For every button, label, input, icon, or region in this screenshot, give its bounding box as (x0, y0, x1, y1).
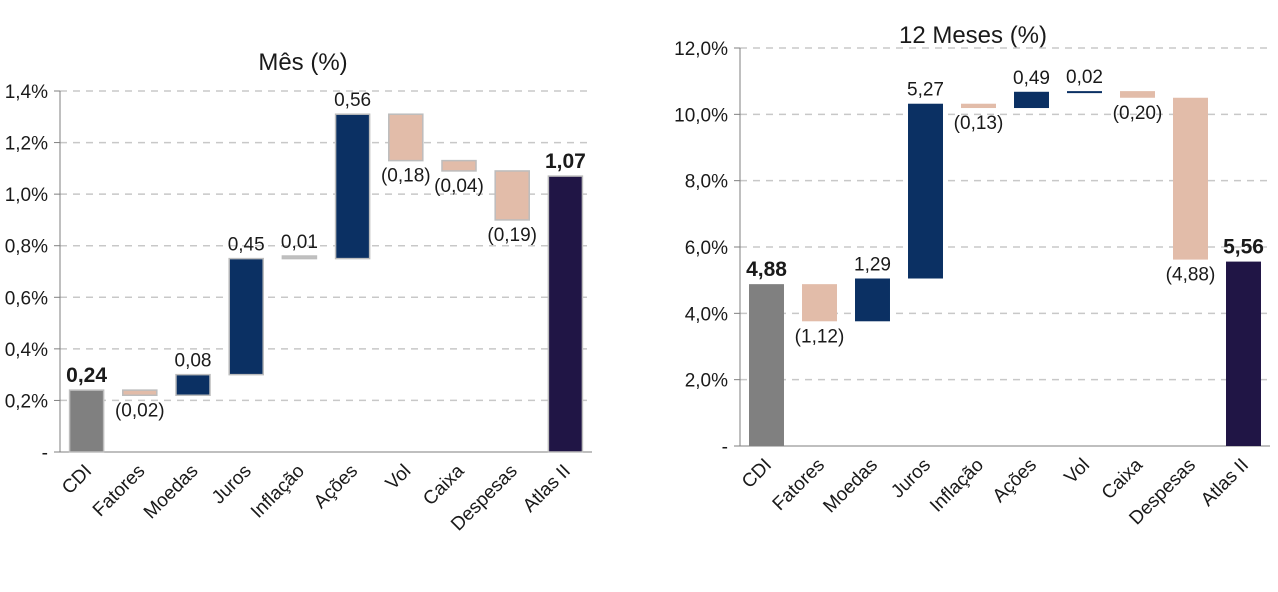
x-tick-label: Moedas (819, 455, 882, 518)
x-tick-label: Caixa (1098, 454, 1148, 504)
y-tick-label: 0,8% (5, 237, 48, 258)
data-label: (0,02) (115, 400, 165, 421)
bar-vol (1067, 91, 1102, 94)
data-label: (0,04) (434, 176, 484, 197)
x-tick-label: Ações (989, 455, 1041, 507)
bar-despesas (1173, 97, 1208, 260)
data-label: (0,13) (954, 113, 1004, 134)
x-tick-label: Juros (208, 461, 256, 509)
x-tick-label: Inflação (926, 455, 988, 517)
x-tick-label: CDI (58, 461, 96, 499)
y-tick-label: 12,0% (674, 39, 728, 60)
bar-ações (1014, 91, 1049, 109)
x-tick-label: Juros (887, 455, 935, 503)
bar-ações (334, 113, 371, 260)
chart-title: 12 Meses (%) (899, 22, 1047, 49)
bar-inflação (281, 255, 318, 260)
data-label: (0,19) (487, 225, 537, 246)
data-label: 0,45 (228, 235, 265, 256)
bar-cdi (749, 284, 784, 446)
y-tick-label: 4,0% (685, 304, 728, 325)
y-tick-label: 1,4% (5, 82, 48, 103)
x-tick-label: Moedas (140, 461, 203, 524)
bar-inflação (961, 103, 996, 109)
bar-atlas ii (1226, 261, 1261, 446)
x-tick-label: Fatores (89, 461, 149, 521)
y-tick-label: 0,6% (5, 288, 48, 309)
data-label: 0,56 (334, 90, 371, 111)
bar-juros (228, 257, 264, 376)
data-label: (0,20) (1113, 103, 1163, 124)
x-tick-label: Atlas II (519, 461, 575, 517)
bar-juros (908, 103, 943, 279)
y-tick-label: - (722, 437, 728, 458)
data-label: 0,08 (175, 351, 212, 372)
bar-atlas ii (547, 175, 584, 453)
y-tick-label: 2,0% (685, 371, 728, 392)
data-label: (0,18) (381, 166, 431, 187)
x-tick-label: Vol (1061, 455, 1095, 489)
data-label: 1,29 (854, 255, 891, 276)
monthly-chart-svg: Mês (%) - 0,2% 0,4% 0,6% 0,8% 1,0% 1,2% 1,4% 0,24… (5, 49, 592, 535)
x-tick-label: Ações (310, 461, 362, 513)
y-tick-label: - (42, 443, 48, 464)
bar-vol (388, 113, 424, 162)
y-tick-label: 0,4% (5, 340, 48, 361)
x-tick-label: Inflação (247, 461, 309, 523)
data-label: 4,88 (746, 258, 787, 281)
data-label: 1,07 (545, 150, 586, 173)
x-tick-label: CDI (738, 455, 776, 493)
y-tick-label: 6,0% (685, 238, 728, 259)
bar-moedas (175, 373, 211, 397)
bar-caixa (1120, 91, 1155, 98)
data-label: (4,88) (1166, 265, 1216, 286)
bar-caixa (441, 159, 477, 172)
data-label: 0,49 (1013, 68, 1050, 89)
y-tick-label: 1,2% (5, 134, 48, 155)
x-tick-label: Atlas II (1197, 455, 1253, 511)
monthly-waterfall-chart: Mês (%) - 0,2% 0,4% 0,6% 0,8% 1,0% 1,2% 1,4% 0,24… (0, 0, 620, 587)
bar-despesas (494, 170, 530, 221)
data-label: 5,27 (907, 80, 944, 101)
x-tick-label: Caixa (419, 460, 469, 510)
chart-title: Mês (%) (258, 49, 347, 76)
data-label: 5,56 (1223, 236, 1264, 259)
x-tick-label: Fatores (769, 455, 829, 515)
twelve-month-chart-svg: 12 Meses (%) - 2,0% 4,0% 6,0% 8,0% 10,0% 12,0% 4… (674, 22, 1270, 529)
bar-fatores (802, 284, 837, 322)
bar-moedas (855, 278, 890, 322)
data-label: (1,12) (795, 326, 845, 347)
twelve-month-waterfall-chart: 12 Meses (%) - 2,0% 4,0% 6,0% 8,0% 10,0% 12,0% 4… (638, 0, 1278, 587)
x-tick-label: Vol (382, 461, 416, 495)
data-label: 0,24 (66, 364, 107, 387)
y-tick-label: 1,0% (5, 185, 48, 206)
data-label: 0,02 (1066, 67, 1103, 88)
y-tick-label: 8,0% (685, 172, 728, 193)
y-tick-label: 0,2% (5, 391, 48, 412)
y-tick-label: 10,0% (674, 105, 728, 126)
bar-fatores (122, 389, 158, 397)
data-label: 0,01 (281, 232, 318, 253)
bar-cdi (68, 389, 105, 453)
